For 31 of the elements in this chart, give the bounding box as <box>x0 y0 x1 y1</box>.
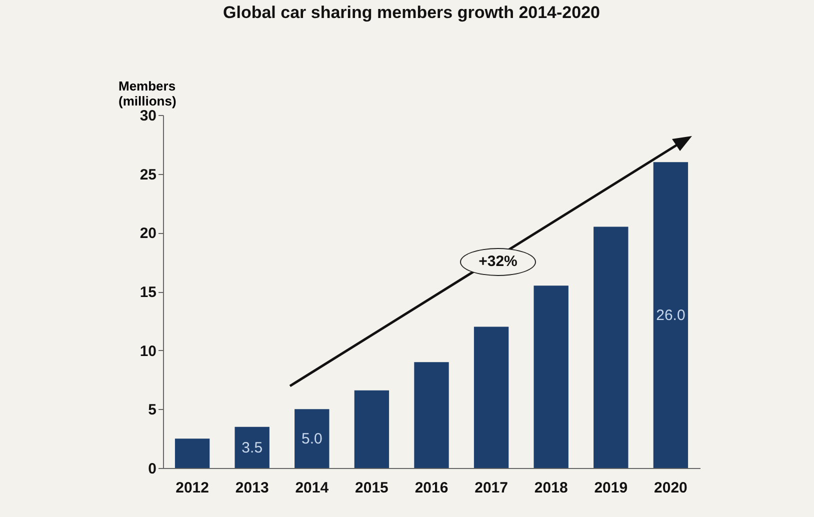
x-tick-label: 2020 <box>654 480 688 496</box>
bar <box>534 286 568 468</box>
data-label: 3.5 <box>242 439 263 456</box>
data-label: 5.0 <box>301 430 322 448</box>
y-tick-label: 15 <box>140 284 156 301</box>
x-tick-label: 2012 <box>176 480 209 496</box>
chart-title: Global car sharing members growth 2014-2020 <box>223 3 600 22</box>
y-tick-label: 25 <box>140 166 156 184</box>
x-tick-label: 2019 <box>594 480 628 496</box>
x-tick-label: 2018 <box>534 480 568 496</box>
bar <box>474 326 509 468</box>
annotation: +32% <box>460 248 536 276</box>
bar <box>594 226 628 468</box>
y-axis-title: Members (millions) <box>118 78 176 108</box>
bar <box>414 362 449 468</box>
x-tick-label: 2016 <box>414 480 448 496</box>
bar <box>653 162 688 468</box>
y-tick-label: 0 <box>148 460 156 478</box>
y-tick-label: 20 <box>140 225 156 242</box>
y-tick-label: 10 <box>140 342 156 360</box>
y-tick-label: 5 <box>148 402 156 419</box>
x-tick-label: 2014 <box>295 480 330 496</box>
x-tick-label: 2015 <box>355 480 388 496</box>
y-tick-label: 30 <box>140 108 156 124</box>
bar <box>234 426 270 468</box>
data-label: 26.0 <box>656 307 686 324</box>
bar <box>174 438 210 468</box>
bar <box>294 409 330 468</box>
x-tick-label: 2017 <box>474 480 508 496</box>
x-tick-label: 2013 <box>235 480 269 496</box>
bar <box>354 390 390 468</box>
